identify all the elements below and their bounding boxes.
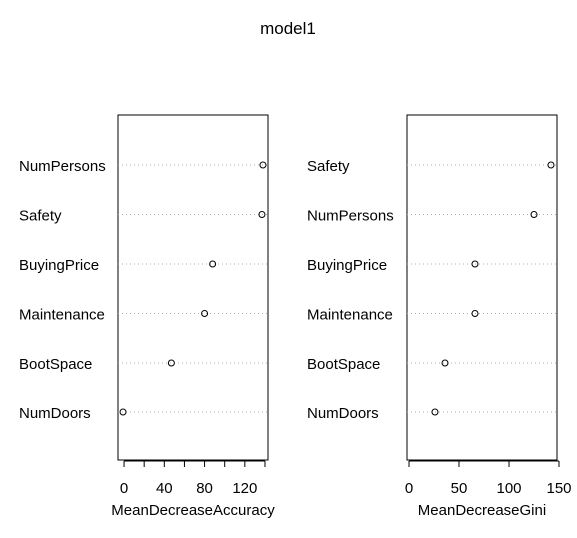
row-label: BuyingPrice (307, 257, 387, 274)
row-label: NumDoors (19, 405, 91, 422)
data-point (258, 211, 266, 218)
panels: NumPersons Safety BuyingPrice Maintenance Bo… (19, 114, 572, 519)
data-point (431, 408, 439, 416)
data-point (167, 359, 175, 367)
data-point (259, 161, 267, 169)
row-label: Maintenance (307, 307, 393, 324)
x-tick-label: 0 (405, 480, 413, 497)
row-label: Safety (307, 158, 350, 175)
row-label: NumPersons (19, 158, 106, 175)
x-tick-label: 80 (196, 480, 213, 497)
x-axis-label: MeanDecreaseGini (418, 502, 546, 519)
row-label: Maintenance (19, 307, 105, 324)
x-tick-label: 0 (120, 480, 128, 497)
data-point (209, 260, 217, 268)
data-point (119, 408, 127, 416)
data-point (441, 359, 449, 367)
x-tick-label: 50 (451, 480, 468, 497)
x-tick-label: 100 (496, 480, 521, 497)
data-point (201, 310, 209, 317)
row-label: BuyingPrice (19, 257, 99, 274)
figure-title: model1 (260, 19, 316, 38)
row-label: Safety (19, 208, 62, 225)
x-tick-label: 120 (232, 480, 257, 497)
row-label: NumPersons (307, 208, 394, 225)
x-tick-label: 40 (156, 480, 173, 497)
row-label: NumDoors (307, 405, 379, 422)
data-point (471, 310, 479, 317)
plot-frame (117, 114, 269, 461)
row-label: BootSpace (307, 356, 380, 373)
row-label: BootSpace (19, 356, 92, 373)
data-point (547, 161, 555, 169)
panel-1: NumPersons Safety BuyingPrice Maintenance Bo… (19, 114, 275, 519)
x-axis-label: MeanDecreaseAccuracy (111, 502, 275, 519)
panel-2: Safety NumPersons BuyingPrice Maintenance Bo… (307, 114, 572, 519)
data-point (530, 211, 538, 218)
data-point (471, 260, 479, 268)
x-tick-label: 150 (546, 480, 571, 497)
plot-frame (406, 114, 558, 461)
